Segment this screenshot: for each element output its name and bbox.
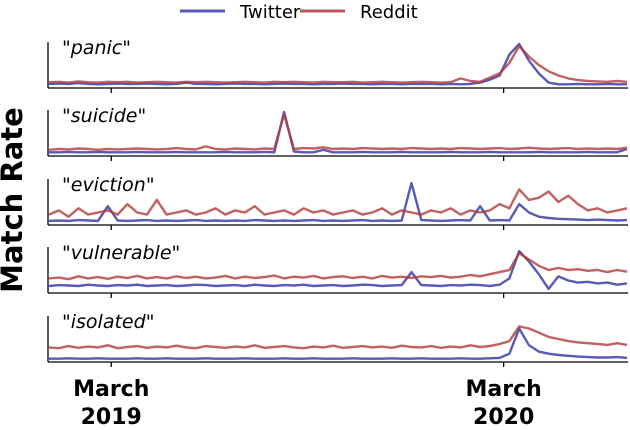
panel-title: "isolated" <box>62 311 154 333</box>
panel-title-word: isolated <box>71 311 147 333</box>
panel-title: "vulnerable" <box>62 242 180 264</box>
quote-close: " <box>146 174 155 196</box>
panel-panic: "panic" <box>47 37 628 93</box>
series-line-reddit <box>48 112 628 152</box>
panel-eviction: "eviction" <box>47 174 628 230</box>
panel-title-word: panic <box>70 37 123 59</box>
series-line-twitter <box>48 42 627 86</box>
series-line-reddit <box>48 44 628 84</box>
panel-isolated: "isolated" <box>47 311 628 367</box>
quote-close: " <box>137 105 146 127</box>
panel-title-word: eviction <box>71 174 146 196</box>
panel-title: "suicide" <box>62 105 146 127</box>
quote-close: " <box>146 311 155 333</box>
series-line-twitter <box>48 181 628 223</box>
series-line-twitter <box>48 249 628 291</box>
series-line-reddit <box>48 188 628 218</box>
panel-title: "eviction" <box>62 174 155 196</box>
quote-open: " <box>62 174 71 196</box>
panel-title-word: vulnerable <box>71 242 172 264</box>
legend-label-twitter: Twitter <box>239 2 301 23</box>
series-line-reddit <box>48 251 628 281</box>
panel-title: "panic" <box>62 37 131 59</box>
series-line-reddit <box>48 325 628 350</box>
quote-open: " <box>62 37 71 59</box>
quote-open: " <box>62 311 71 333</box>
quote-close: " <box>122 37 131 59</box>
y-axis-label: Match Rate <box>0 107 29 293</box>
series-line-twitter <box>49 327 628 360</box>
quote-close: " <box>172 242 181 264</box>
legend-label-reddit: Reddit <box>360 2 418 23</box>
x-tick-label-year: 2019 <box>81 405 142 430</box>
panel-title-word: suicide <box>71 105 138 127</box>
panel-suicide: "suicide" <box>47 105 628 161</box>
x-tick-label-month: March <box>465 377 541 402</box>
quote-open: " <box>62 242 71 264</box>
series-line-twitter <box>49 110 628 154</box>
x-tick-label-month: March <box>73 377 149 402</box>
quote-open: " <box>62 105 71 127</box>
panel-vulnerable: "vulnerable" <box>47 242 628 298</box>
x-tick-label-year: 2020 <box>473 405 534 430</box>
